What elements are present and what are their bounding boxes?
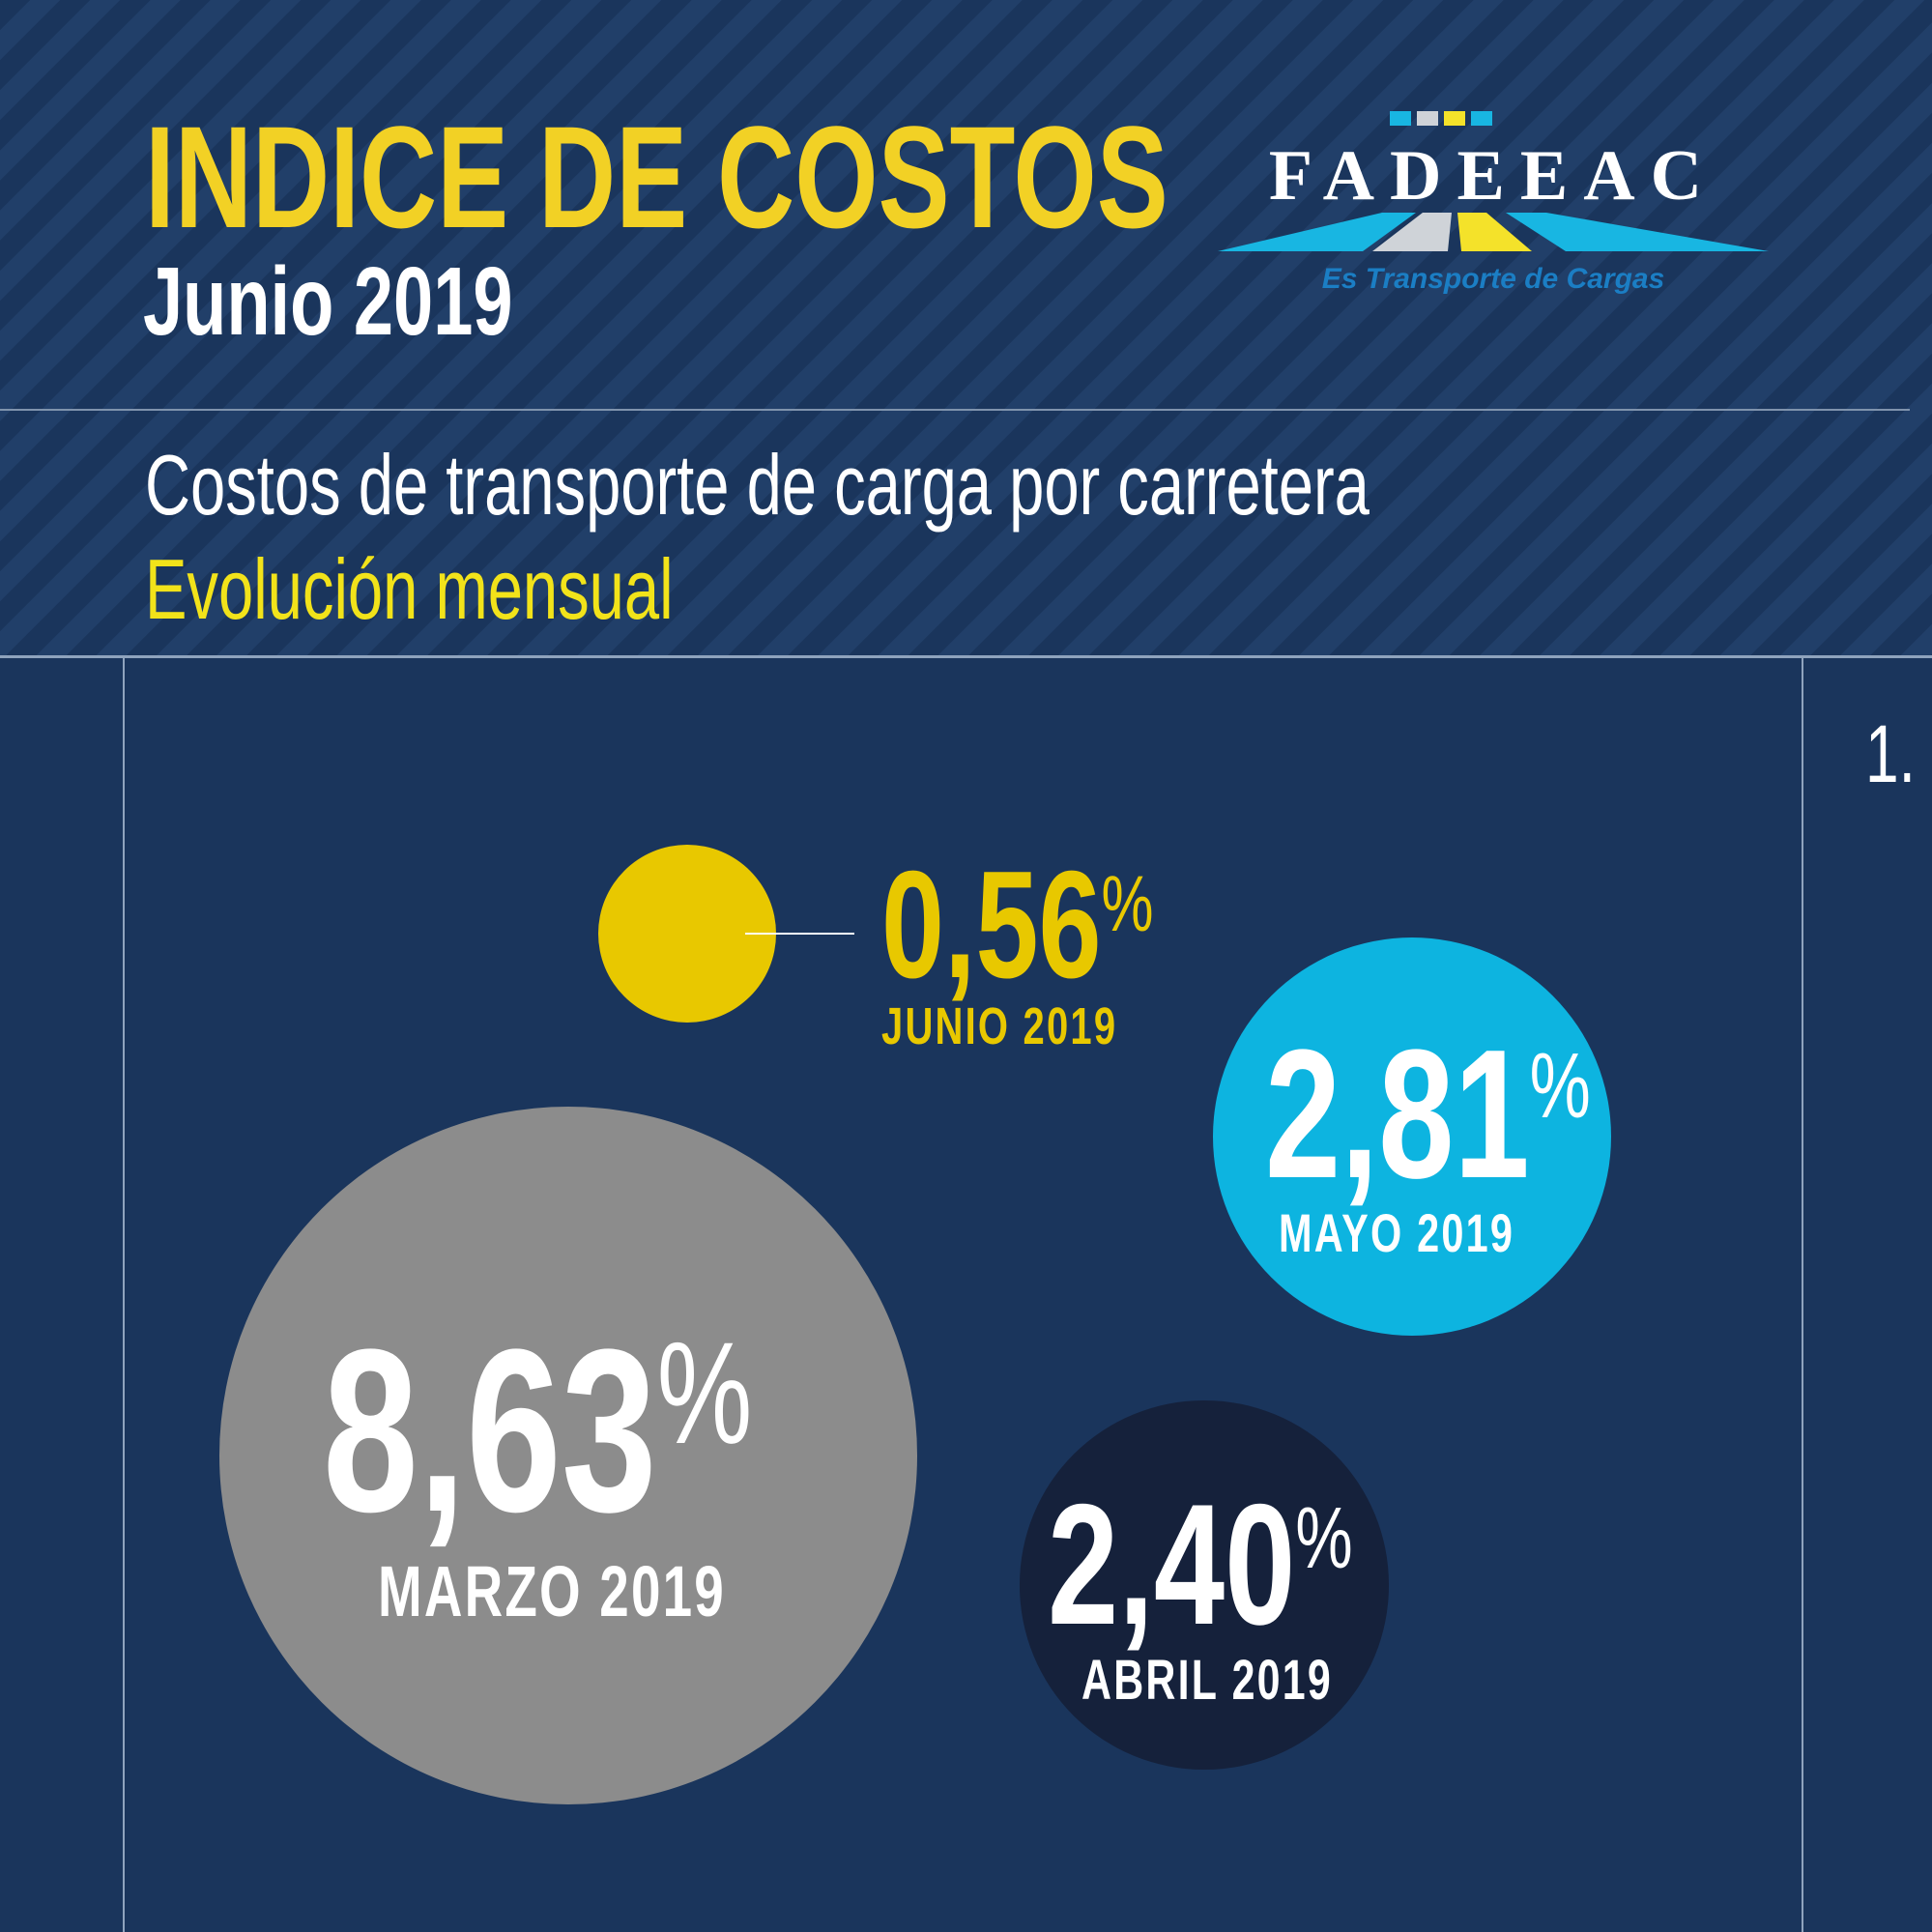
value-label-abril: 2,40% [1048,1479,1353,1651]
value-mayo: 2,81 [1265,1012,1530,1217]
header-bottom-border [0,655,1932,658]
header-divider [0,409,1910,411]
logo-wordmark: FADEEAC [1269,136,1717,216]
value-label-marzo: 8,63% [323,1314,752,1546]
value-junio: 0,56 [881,840,1102,1010]
value-label-junio: 0,56% [881,849,1154,1001]
right-frame-line [1802,658,1803,1932]
chart-description: Costos de transporte de carga por carret… [145,437,1370,533]
month-label-mayo: MAYO 2019 [1279,1202,1515,1263]
bubble-mayo [1212,937,1612,1337]
month-label-abril: ABRIL 2019 [1081,1649,1333,1712]
page-subtitle: Junio 2019 [143,247,513,356]
bubble-marzo [218,1106,918,1805]
value-abril: 2,40 [1048,1468,1296,1660]
left-frame-line [123,658,125,1932]
percent-junio: % [1101,860,1154,948]
page-number: 1. [1865,708,1916,799]
percent-abril: % [1295,1490,1353,1587]
percent-mayo: % [1529,1034,1591,1138]
fadeeac-logo: FADEEAC Es Transporte de Cargas [1218,111,1769,295]
chart-description-highlight: Evolución mensual [145,541,674,637]
header-background [0,0,1932,657]
logo-tagline: Es Transporte de Cargas [1322,263,1665,295]
bubble-abril [1020,1400,1389,1770]
page-title: INDICE DE COSTOS [145,96,1168,258]
percent-marzo: % [656,1312,753,1474]
value-label-mayo: 2,81% [1265,1023,1591,1206]
month-label-marzo: MARZO 2019 [378,1551,726,1631]
junio-connector-line [745,933,854,935]
month-label-junio: JUNIO 2019 [881,997,1118,1055]
value-marzo: 8,63 [323,1301,657,1560]
